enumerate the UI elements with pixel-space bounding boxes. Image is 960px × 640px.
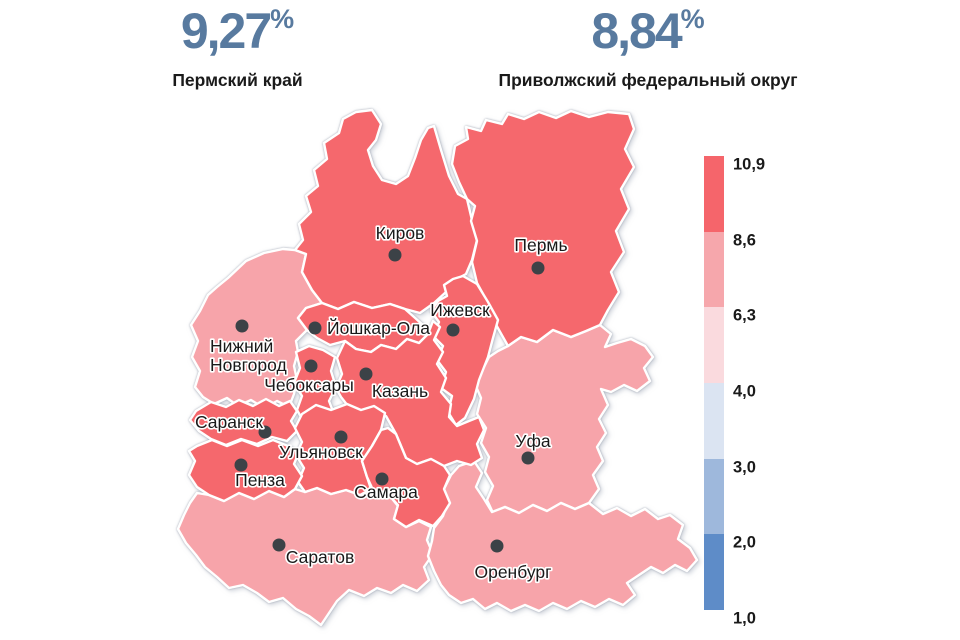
city-dot-orenburg (490, 539, 504, 553)
city-label-saransk: Саранск (195, 412, 263, 432)
city-label-ufa: Уфа (515, 431, 551, 451)
legend-tick-0: 10,9 (733, 155, 766, 174)
stat-value: 9,27% (110, 4, 365, 56)
region-ulyanovsk (293, 402, 387, 497)
region-samara (360, 426, 452, 529)
stat-perm-krai: 9,27% Пермский край (110, 4, 365, 91)
city-label-nizhny-novgorod: Нижний Новгород (210, 336, 287, 375)
map-regions (176, 108, 699, 627)
legend-segment-1 (704, 231, 724, 308)
city-label-yoshkar-ola: Йошкар-Ола (327, 317, 430, 338)
city-label-kirov: Киров (376, 223, 425, 243)
city-label-ulyanovsk: Ульяновск (279, 442, 363, 462)
city-dot-cheboksary (304, 359, 318, 373)
city-label-perm: Пермь (514, 235, 567, 255)
stat-number: 8,84 (591, 3, 682, 59)
city-label-kazan: Казань (372, 381, 428, 401)
city-label-penza: Пенза (235, 470, 285, 490)
city-dot-penza (234, 458, 248, 472)
region-udmurtia (429, 274, 500, 427)
city-label-izhevsk: Ижевск (430, 300, 490, 320)
region-kirov (293, 108, 479, 315)
percent-sign: % (680, 4, 705, 34)
stat-value: 8,84% (478, 4, 818, 56)
stat-volga-district: 8,84% Приволжский федеральный округ (478, 4, 818, 91)
city-dot-saransk (258, 425, 272, 439)
city-label-cheboksary: Чебоксары (264, 375, 354, 395)
city-dot-izhevsk (446, 323, 460, 337)
legend-segment-5 (704, 534, 724, 610)
city-dot-kazan (359, 367, 373, 381)
city-dot-perm (531, 261, 545, 275)
legend-color-bar (704, 156, 724, 610)
legend-segment-2 (704, 307, 724, 383)
legend-tick-6: 1,0 (733, 609, 756, 628)
city-dot-saratov (272, 538, 286, 552)
legend-tick-5: 2,0 (733, 533, 756, 552)
city-label-samara: Самара (354, 482, 418, 502)
city-label-saratov: Саратов (286, 547, 355, 567)
stat-number: 9,27 (180, 3, 272, 59)
region-bashkortostan (473, 323, 655, 515)
city-dot-nizhny-novgorod (235, 319, 249, 333)
legend-tick-3: 4,0 (733, 382, 756, 401)
city-label-orenburg: Оренбург (474, 562, 551, 582)
region-perm (450, 109, 636, 348)
legend-segment-4 (704, 458, 724, 535)
region-penza (187, 438, 304, 503)
stat-label: Пермский край (172, 70, 303, 90)
legend-tick-4: 3,0 (733, 458, 756, 477)
city-dot-ufa (521, 451, 535, 465)
legend-tick-2: 6,3 (733, 306, 756, 325)
color-scale-legend: 10,9 8,6 6,3 4,0 3,0 2,0 1,0 (704, 155, 824, 628)
stat-label: Приволжский федеральный округ (498, 70, 798, 90)
city-dot-ulyanovsk (334, 430, 348, 444)
percent-sign: % (270, 4, 295, 34)
legend-tick-1: 8,6 (733, 231, 756, 250)
legend-segment-3 (704, 382, 724, 459)
region-orenburg (426, 459, 699, 613)
city-dot-kirov (388, 248, 402, 262)
legend-segment-0 (704, 156, 724, 232)
city-dot-yoshkar-ola (308, 321, 322, 335)
city-dot-samara (375, 472, 389, 486)
